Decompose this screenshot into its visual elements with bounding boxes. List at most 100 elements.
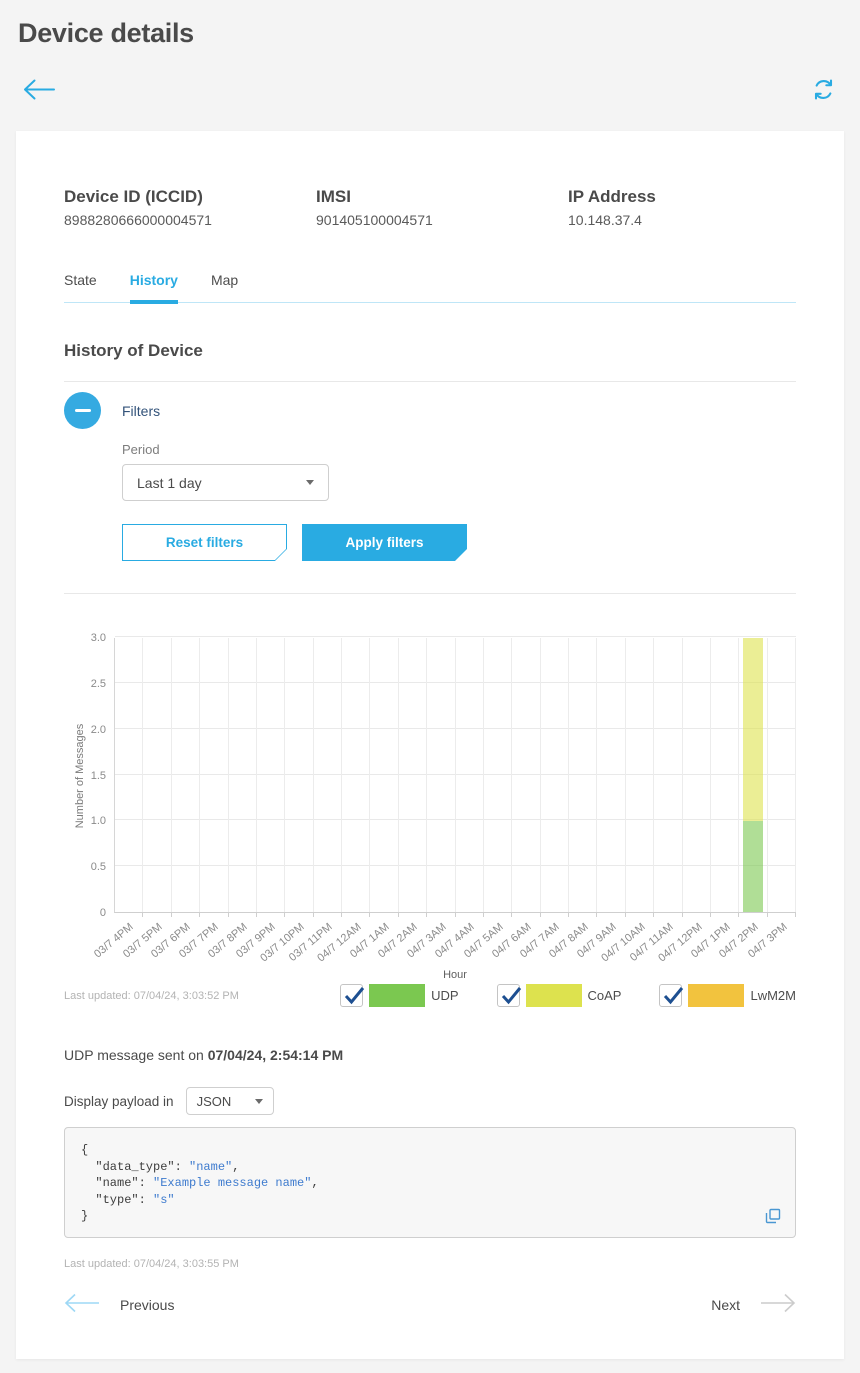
legend-label-udp: UDP: [431, 988, 459, 1003]
imsi-field: IMSI 901405100004571: [316, 187, 568, 228]
legend-label-lwm2m: LwM2M: [750, 988, 796, 1003]
y-tick-label: 2.5: [90, 677, 106, 690]
legend-label-coap: CoAP: [587, 988, 622, 1003]
divider-filters: [64, 593, 796, 594]
ip-address-value: 10.148.37.4: [568, 212, 642, 228]
refresh-button[interactable]: [809, 75, 838, 107]
chart-column: [597, 638, 627, 917]
legend-item-coap: CoAP: [496, 984, 622, 1007]
legend-checkbox-coap[interactable]: [496, 984, 521, 1007]
period-label: Period: [122, 442, 160, 457]
chart-column: [512, 638, 542, 917]
reset-filters-button[interactable]: Reset filters: [122, 524, 287, 561]
chart-column: [115, 638, 144, 917]
ip-address-field: IP Address 10.148.37.4: [568, 187, 656, 228]
y-axis-ticks: 0 0.5 1.0 1.5 2.0 2.5 3.0: [84, 632, 114, 919]
payload-format-value: JSON: [196, 1093, 232, 1109]
bar-segment-coap: [743, 638, 763, 821]
message-sent-line: UDP message sent on 07/04/24, 2:54:14 PM: [64, 1047, 796, 1063]
legend-checkbox-udp[interactable]: [340, 984, 365, 1007]
payload-format-select[interactable]: JSON: [185, 1087, 274, 1115]
next-label: Next: [711, 1297, 740, 1313]
device-details-card: Device ID (ICCID) 8988280666000004571 IM…: [16, 131, 844, 1359]
chart-column: [257, 638, 286, 917]
refresh-icon: [811, 79, 836, 105]
gridline: [115, 773, 796, 775]
payload-format-label: Display payload in: [64, 1093, 174, 1109]
reset-filters-label: Reset filters: [123, 525, 286, 560]
back-button[interactable]: [20, 75, 58, 107]
chart-plot-area: [114, 636, 797, 917]
x-axis-labels: 03/7 4PM 03/7 5PM 03/7 6PM 03/7 7PM 03/7 8PM…: [92, 913, 796, 967]
page-title: Device details: [18, 18, 194, 48]
message-section: UDP message sent on 07/04/24, 2:54:14 PM…: [64, 1047, 796, 1270]
chart-column: [711, 638, 740, 917]
y-tick-label: 2.0: [90, 723, 106, 736]
bar-segment-udp: [743, 820, 763, 912]
apply-filters-button[interactable]: Apply filters: [302, 524, 467, 561]
divider-top: [64, 381, 796, 382]
pagination: Previous Next: [64, 1292, 796, 1319]
tab-state[interactable]: State: [64, 272, 97, 288]
chevron-down-icon: [254, 1098, 263, 1104]
legend-item-udp: UDP: [340, 984, 459, 1007]
chart-footer: Hour Last updated: 07/04/24, 3:03:52 PM …: [64, 969, 796, 1007]
x-axis-title: Hour: [443, 969, 467, 981]
chart-column: [200, 638, 229, 917]
filters-block: Filters Period Last 1 day Reset filters …: [64, 382, 796, 594]
previous-button[interactable]: Previous: [64, 1292, 174, 1319]
period-select-value: Last 1 day: [137, 474, 202, 491]
page-header: Device details: [0, 0, 860, 107]
payload-json: { "data_type": "name", "name": "Example …: [81, 1143, 319, 1223]
chart-column: [143, 638, 173, 917]
y-tick-label: 0: [99, 907, 106, 919]
chart-column: [285, 638, 315, 917]
chart-column: [739, 638, 769, 917]
previous-arrow-icon: [64, 1292, 100, 1319]
gridline: [115, 865, 796, 867]
legend-swatch-coap: [525, 984, 582, 1007]
tab-map[interactable]: Map: [210, 272, 239, 288]
chart-column: [569, 638, 598, 917]
legend-checkbox-lwm2m[interactable]: [659, 984, 684, 1007]
collapse-filters-button[interactable]: [64, 392, 101, 429]
history-heading: History of Device: [64, 341, 203, 360]
period-select[interactable]: Last 1 day: [122, 464, 329, 501]
tab-bar: State History Map: [64, 272, 796, 304]
device-info-row: Device ID (ICCID) 8988280666000004571 IM…: [64, 187, 796, 228]
chart-column: [626, 638, 655, 917]
chart-column: [456, 638, 485, 917]
chart-column: [484, 638, 513, 917]
copy-button[interactable]: [765, 1208, 781, 1227]
y-tick-label: 1.0: [90, 815, 106, 828]
chart-column: [370, 638, 400, 917]
payload-code-block: { "data_type": "name", "name": "Example …: [64, 1127, 796, 1238]
previous-label: Previous: [120, 1297, 175, 1313]
device-id-field: Device ID (ICCID) 8988280666000004571: [64, 187, 316, 228]
chart-legend: UDP CoAP LwM2M: [340, 984, 796, 1007]
filters-title: Filters: [122, 402, 161, 419]
message-sent-prefix: UDP message sent on: [64, 1047, 208, 1063]
chart-column: [314, 638, 343, 917]
next-button[interactable]: Next: [711, 1292, 796, 1319]
payload-last-updated: Last updated: 07/04/24, 3:03:55 PM: [64, 1257, 239, 1270]
chart-column: [342, 638, 371, 917]
imsi-value: 901405100004571: [316, 212, 433, 228]
gridline: [115, 819, 796, 821]
minus-icon: [74, 409, 91, 412]
chart-column: [683, 638, 712, 917]
gridline: [115, 727, 796, 729]
y-tick-label: 0.5: [90, 861, 106, 874]
legend-swatch-udp: [369, 984, 426, 1007]
chart-column: [172, 638, 201, 917]
back-arrow-icon: [22, 79, 56, 105]
chart-last-updated: Last updated: 07/04/24, 3:03:52 PM: [64, 989, 239, 1002]
next-arrow-icon: [760, 1292, 796, 1319]
chart-column: [541, 638, 570, 917]
chart-column: [229, 638, 258, 917]
chevron-down-icon: [306, 480, 314, 485]
message-sent-time: 07/04/24, 2:54:14 PM: [207, 1047, 344, 1063]
chart-column: [654, 638, 683, 917]
ip-address-label: IP Address: [568, 187, 656, 206]
tab-history[interactable]: History: [129, 272, 179, 304]
